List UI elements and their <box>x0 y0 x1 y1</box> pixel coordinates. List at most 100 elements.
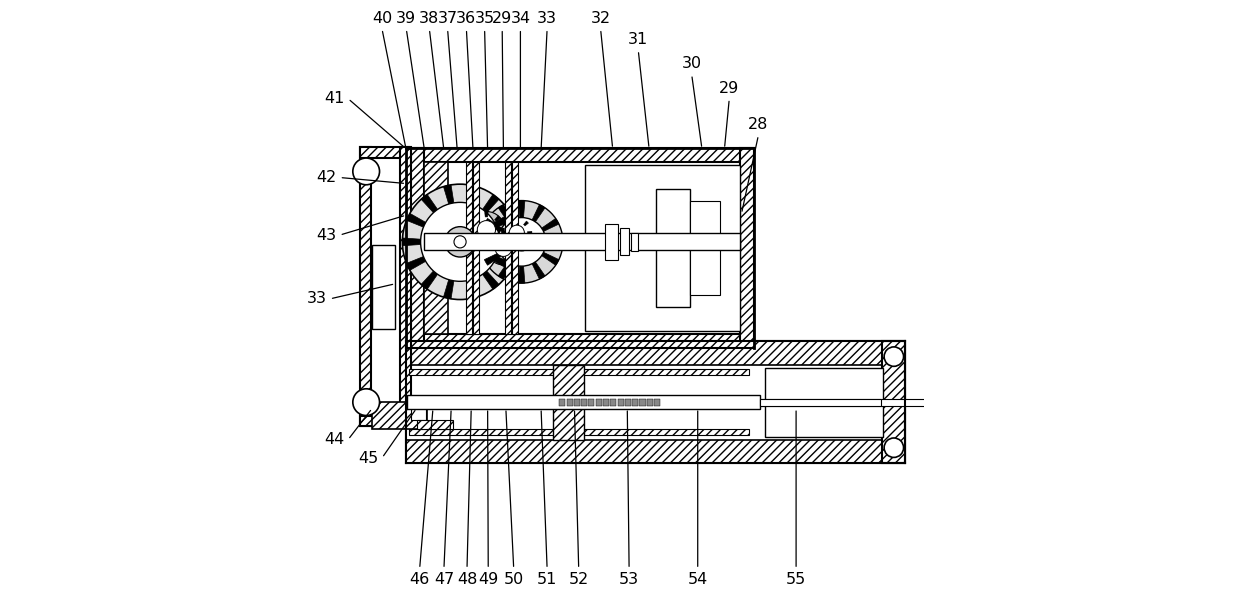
Bar <box>407 148 424 348</box>
Wedge shape <box>511 256 517 261</box>
Bar <box>407 440 905 463</box>
Wedge shape <box>495 215 501 221</box>
Text: 52: 52 <box>569 572 589 587</box>
Text: 32: 32 <box>590 11 610 26</box>
Circle shape <box>884 438 904 458</box>
Bar <box>360 415 409 426</box>
Circle shape <box>469 212 505 248</box>
Bar <box>512 162 518 334</box>
Wedge shape <box>505 240 510 245</box>
Wedge shape <box>495 257 513 270</box>
Text: 45: 45 <box>358 451 379 465</box>
Text: 46: 46 <box>409 572 430 587</box>
Wedge shape <box>466 279 476 299</box>
Bar <box>407 365 905 440</box>
Text: 33: 33 <box>537 11 557 26</box>
Wedge shape <box>532 262 546 279</box>
Wedge shape <box>495 214 513 227</box>
Bar <box>424 162 448 334</box>
Text: 38: 38 <box>419 11 439 26</box>
Text: 54: 54 <box>688 572 708 587</box>
Bar <box>653 398 660 406</box>
Wedge shape <box>472 215 479 221</box>
Text: 37: 37 <box>438 11 458 26</box>
Wedge shape <box>422 195 438 213</box>
Text: 53: 53 <box>619 572 639 587</box>
Text: 34: 34 <box>511 11 531 26</box>
Bar <box>553 365 584 440</box>
Circle shape <box>512 233 531 251</box>
Bar <box>567 398 573 406</box>
Wedge shape <box>485 242 489 248</box>
Text: 48: 48 <box>456 572 477 587</box>
Wedge shape <box>402 238 420 246</box>
Wedge shape <box>422 271 438 289</box>
Bar <box>618 398 624 406</box>
Text: 47: 47 <box>434 572 454 587</box>
Bar <box>409 370 749 375</box>
Bar <box>632 398 639 406</box>
Wedge shape <box>523 221 528 226</box>
Circle shape <box>502 218 532 248</box>
Circle shape <box>477 221 496 239</box>
Bar <box>424 162 740 334</box>
Bar <box>360 147 371 426</box>
Wedge shape <box>495 238 501 244</box>
Bar <box>595 398 601 406</box>
Bar <box>765 368 883 437</box>
Wedge shape <box>482 271 498 289</box>
Bar <box>631 233 639 251</box>
Bar <box>603 398 609 406</box>
Text: 40: 40 <box>372 11 392 26</box>
Text: 43: 43 <box>316 228 336 243</box>
Bar <box>656 189 689 307</box>
Text: 29: 29 <box>719 81 739 96</box>
Text: 51: 51 <box>537 572 557 587</box>
Bar <box>640 398 646 406</box>
Wedge shape <box>498 204 511 222</box>
Wedge shape <box>516 246 521 249</box>
Text: 35: 35 <box>475 11 495 26</box>
Circle shape <box>353 158 379 185</box>
Bar <box>407 342 905 463</box>
Bar <box>409 429 749 435</box>
Text: 42: 42 <box>316 170 336 185</box>
Text: 39: 39 <box>397 11 417 26</box>
Wedge shape <box>444 185 454 204</box>
Text: 41: 41 <box>325 91 345 106</box>
Wedge shape <box>502 231 506 234</box>
Text: 55: 55 <box>786 572 806 587</box>
Bar <box>407 148 754 162</box>
Bar <box>418 398 935 406</box>
Bar <box>372 245 396 329</box>
Wedge shape <box>542 218 559 231</box>
Bar <box>625 398 631 406</box>
Circle shape <box>454 236 466 248</box>
Circle shape <box>497 218 546 266</box>
Text: 44: 44 <box>325 432 345 447</box>
Bar <box>399 147 410 426</box>
Wedge shape <box>490 235 496 240</box>
Circle shape <box>480 201 563 283</box>
Circle shape <box>402 184 518 300</box>
Text: 31: 31 <box>629 32 649 47</box>
Wedge shape <box>518 266 525 283</box>
Wedge shape <box>482 195 498 213</box>
Circle shape <box>884 347 904 367</box>
Wedge shape <box>407 214 425 227</box>
Wedge shape <box>500 238 518 246</box>
Bar <box>407 342 905 365</box>
Wedge shape <box>542 253 559 265</box>
Text: 29: 29 <box>492 11 512 26</box>
Wedge shape <box>500 228 505 231</box>
Bar <box>760 398 882 406</box>
Wedge shape <box>486 246 491 249</box>
Circle shape <box>495 239 512 256</box>
Bar <box>740 148 754 348</box>
Wedge shape <box>485 218 502 231</box>
Bar <box>559 398 565 406</box>
Bar <box>360 147 409 158</box>
Wedge shape <box>546 239 563 245</box>
Wedge shape <box>444 279 454 299</box>
Wedge shape <box>485 212 489 217</box>
